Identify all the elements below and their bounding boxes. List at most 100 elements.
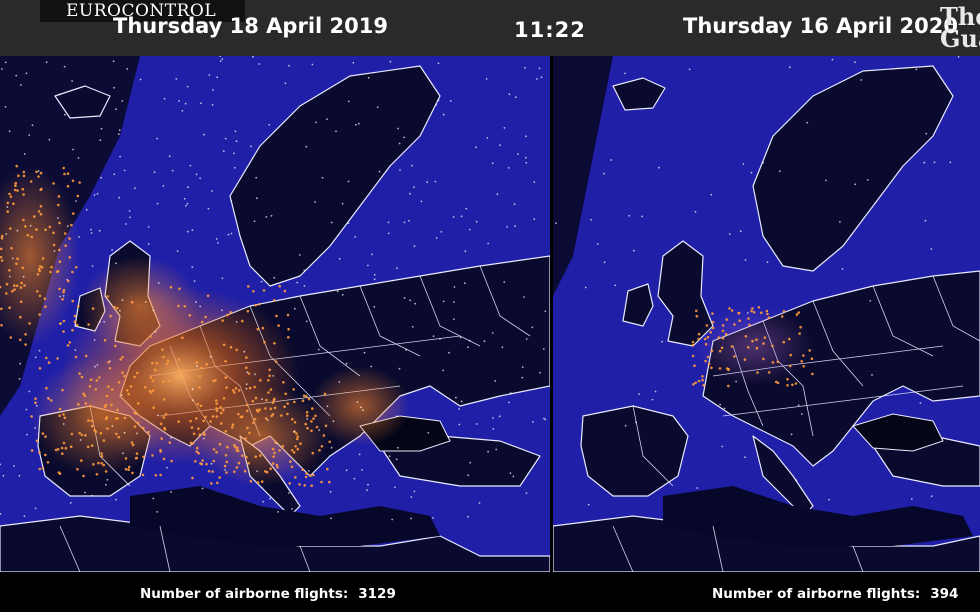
- flight-dot: [759, 311, 763, 315]
- flight-dot: [71, 80, 73, 82]
- flight-dot: [199, 462, 202, 465]
- flight-dot: [517, 153, 519, 155]
- flight-dot: [696, 487, 699, 489]
- flight-dot: [610, 159, 612, 161]
- flight-dot: [199, 177, 202, 180]
- flight-dot: [215, 450, 218, 454]
- flight-dot: [195, 173, 198, 176]
- flight-dot: [10, 246, 13, 250]
- flight-dot: [186, 202, 189, 205]
- flight-dot: [219, 411, 223, 415]
- flight-dot: [127, 392, 130, 396]
- flight-dot: [233, 443, 236, 447]
- flight-dot: [191, 476, 194, 480]
- europe-map-2020: [553, 56, 980, 572]
- flight-dot: [19, 286, 23, 289]
- flight-dot: [254, 396, 258, 400]
- flight-dot: [123, 374, 126, 378]
- flight-dot: [808, 349, 811, 352]
- flight-dot: [90, 232, 93, 234]
- flight-dot: [142, 455, 145, 459]
- flight-dot: [786, 384, 789, 387]
- flight-dot: [789, 353, 792, 357]
- flight-dot: [61, 388, 64, 392]
- flight-dot: [435, 104, 437, 106]
- flight-dot: [330, 446, 333, 449]
- flight-dot: [475, 423, 478, 425]
- flight-dot: [224, 137, 227, 140]
- flight-dot: [231, 423, 235, 427]
- flight-dot: [358, 122, 360, 125]
- flight-dot: [186, 230, 189, 233]
- flight-dot: [170, 459, 173, 463]
- flight-dot: [459, 336, 462, 339]
- flight-dot: [76, 194, 80, 198]
- flight-dot: [303, 269, 306, 272]
- flight-dot: [635, 421, 637, 424]
- flight-dot: [8, 130, 11, 133]
- flight-dot: [536, 78, 538, 80]
- flight-dot: [755, 338, 758, 342]
- flight-dot: [154, 330, 157, 333]
- flight-dot: [267, 391, 270, 394]
- flight-dot: [347, 100, 350, 103]
- flight-dot: [728, 307, 731, 310]
- flight-dot: [198, 386, 201, 389]
- flight-dot: [603, 172, 605, 175]
- flight-dot: [866, 179, 869, 181]
- flight-dots-2020: [555, 56, 960, 506]
- flight-dot: [13, 288, 16, 291]
- flight-dot: [703, 337, 707, 341]
- flight-dot: [49, 270, 52, 274]
- flight-dot: [41, 257, 45, 260]
- flight-dot: [127, 468, 130, 472]
- flight-dot: [311, 451, 315, 455]
- flight-dot: [227, 233, 230, 236]
- flight-dot: [202, 432, 206, 435]
- flight-dot: [442, 369, 445, 372]
- flight-dot: [295, 437, 299, 441]
- flight-dot: [22, 275, 25, 278]
- flight-dot: [78, 181, 81, 184]
- flight-dot: [271, 462, 275, 465]
- flight-dot: [312, 417, 315, 420]
- flight-dot: [246, 309, 250, 313]
- flight-dot: [104, 470, 108, 473]
- flight-dot: [363, 351, 366, 354]
- flight-dot: [123, 431, 126, 434]
- flight-dot: [0, 259, 4, 262]
- flight-dot: [147, 243, 150, 245]
- flight-dot: [495, 448, 498, 451]
- flight-dot: [244, 437, 247, 440]
- flight-dot: [930, 495, 933, 498]
- flight-dot: [235, 348, 238, 352]
- flight-dot: [47, 361, 51, 364]
- flight-dot: [191, 229, 194, 232]
- flight-dot: [638, 393, 640, 395]
- flight-dot: [212, 379, 215, 383]
- flight-dot: [221, 277, 224, 280]
- flight-dot: [58, 260, 62, 263]
- flight-dot: [23, 515, 26, 518]
- flight-dot: [30, 235, 34, 239]
- flight-dot: [301, 468, 305, 472]
- flight-dot: [245, 455, 248, 459]
- flight-dot: [13, 188, 17, 192]
- flight-dot: [273, 276, 276, 279]
- flight-dot: [269, 388, 273, 391]
- flight-dot: [292, 451, 296, 454]
- flight-dot: [307, 470, 310, 472]
- flight-dot: [533, 181, 536, 183]
- flight-dot: [153, 171, 156, 174]
- flight-dot: [398, 367, 401, 370]
- flight-dot: [93, 429, 96, 432]
- flight-dot: [9, 336, 13, 339]
- flight-dot: [246, 371, 249, 373]
- flight-dot: [274, 360, 278, 364]
- flight-dot: [314, 201, 316, 203]
- flight-dot: [119, 309, 121, 312]
- flight-dot: [208, 74, 211, 76]
- flight-dot: [432, 517, 434, 519]
- flight-dot: [295, 432, 298, 435]
- flight-dot: [688, 68, 691, 71]
